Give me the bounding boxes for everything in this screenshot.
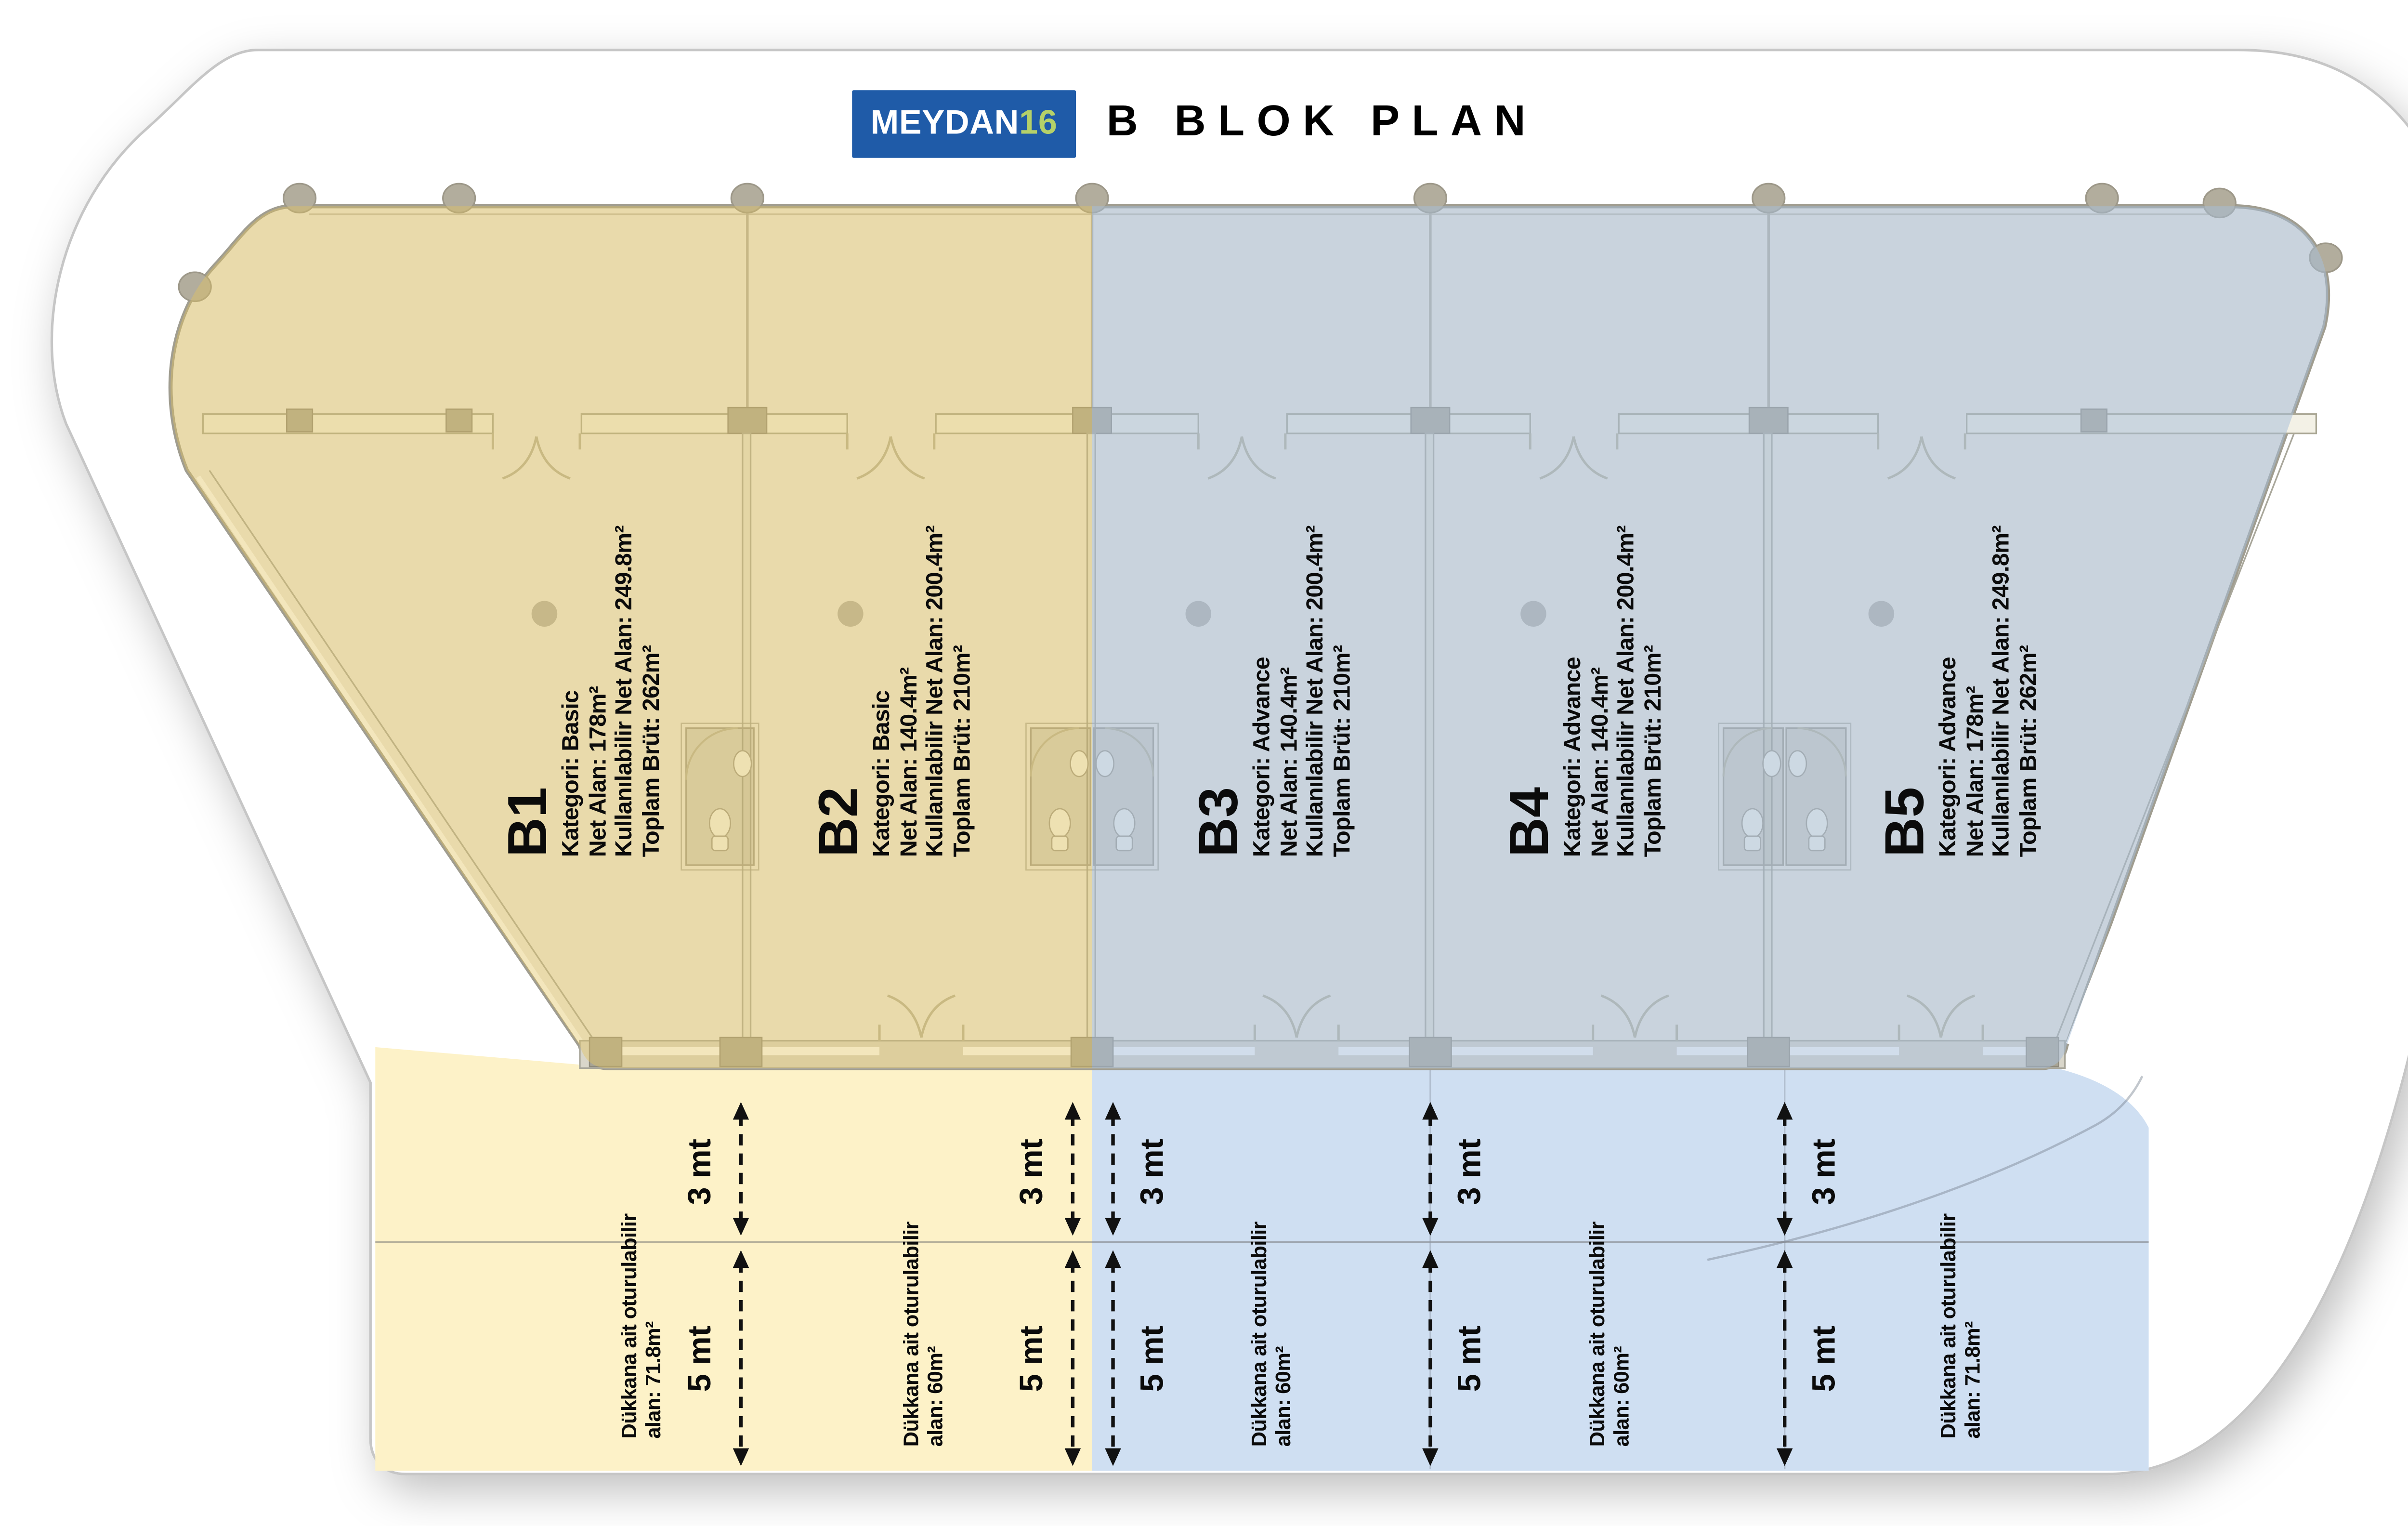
unit-net-alan: Net Alan: 178m² — [1963, 686, 1989, 857]
apron-curb-curve — [1707, 1076, 2144, 1261]
dimension-lines — [733, 1102, 1793, 1466]
apron-label-b3: Dükkana ait oturulabilir alan: 60m² — [1247, 1222, 1295, 1447]
dim-3mt-b3b4: 3 mt — [1453, 1139, 1489, 1205]
apron-line2: alan: 71.8m² — [641, 1321, 666, 1439]
unit-net-alan: Net Alan: 140.4m² — [1276, 667, 1303, 857]
apron-line2: alan: 60m² — [1609, 1346, 1634, 1447]
wc-b1 — [681, 723, 759, 871]
unit-kullanilabilir-net-alan: Kullanılabilir Net Alan: 249.8m² — [612, 525, 638, 857]
apron-label-b5: Dükkana ait oturulabilir alan: 71.8m² — [1936, 1213, 1984, 1438]
unit-label-b2: B2 Kategori: Basic Net Alan: 140.4m² Kul… — [808, 525, 976, 857]
dim-5mt-b3b4: 5 mt — [1453, 1326, 1489, 1392]
meydan16-logo: MEYDAN16 — [852, 90, 1076, 158]
apron-basic-area — [375, 1047, 1092, 1471]
unit-id: B5 — [1874, 787, 1937, 857]
unit-id: B2 — [808, 787, 870, 857]
unit-kategori: Kategori: Basic — [559, 690, 585, 857]
unit-kullanilabilir-net-alan: Kullanılabilir Net Alan: 249.8m² — [1989, 525, 2015, 857]
page-title: B BLOK PLAN — [1106, 96, 1538, 145]
unit-toplam-brut: Toplam Brüt: 210m² — [949, 645, 976, 857]
apron-advance-area — [1092, 1066, 2149, 1471]
unit-id: B4 — [1499, 787, 1561, 857]
unit-label-b5: B5 Kategori: Advance Net Alan: 178m² Kul… — [1874, 525, 2042, 857]
dim-line-b3-b4 — [1422, 1102, 1439, 1466]
dim-5mt-b1b2: 5 mt — [683, 1326, 719, 1392]
unit-label-b3: B3 Kategori: Advance Net Alan: 140.4m² K… — [1189, 525, 1356, 857]
unit-kategori: Kategori: Advance — [1250, 657, 1276, 857]
unit-label-b1: B1 Kategori: Basic Net Alan: 178m² Kulla… — [497, 525, 665, 857]
dim-5mt-b2b3-right: 5 mt — [1135, 1326, 1171, 1392]
unit-label-b4: B4 Kategori: Advance Net Alan: 140.4m² K… — [1499, 525, 1667, 857]
unit-toplam-brut: Toplam Brüt: 210m² — [1640, 645, 1666, 857]
unit-kategori: Kategori: Advance — [1936, 657, 1962, 857]
apron-line1: Dükkana ait oturulabilir — [899, 1222, 923, 1447]
dim-line-b2-b3-right — [1105, 1102, 1121, 1466]
apron-label-b1: Dükkana ait oturulabilir alan: 71.8m² — [617, 1213, 665, 1438]
unit-kullanilabilir-net-alan: Kullanılabilir Net Alan: 200.4m² — [1614, 525, 1640, 857]
dim-3mt-b2b3-right: 3 mt — [1135, 1139, 1171, 1205]
apron-line1: Dükkana ait oturulabilir — [1584, 1222, 1610, 1447]
dim-5mt-b4b5: 5 mt — [1807, 1326, 1843, 1392]
apron-label-b2: Dükkana ait oturulabilir alan: 60m² — [899, 1222, 947, 1447]
unit-kategori: Kategori: Basic — [870, 690, 896, 857]
dim-3mt-b4b5: 3 mt — [1807, 1139, 1843, 1205]
dim-line-b2-b3-left — [1064, 1102, 1081, 1466]
logo-text-accent: 16 — [1019, 105, 1058, 142]
dim-5mt-b2b3-left: 5 mt — [1015, 1326, 1050, 1392]
unit-kategori: Kategori: Advance — [1560, 657, 1587, 857]
unit-net-alan: Net Alan: 178m² — [585, 686, 612, 857]
apron-line1: Dükkana ait oturulabilir — [616, 1213, 641, 1439]
unit-toplam-brut: Toplam Brüt: 262m² — [639, 645, 665, 857]
apron-line2: alan: 60m² — [923, 1346, 947, 1447]
dim-line-b4-b5 — [1776, 1102, 1793, 1466]
apron-label-b4: Dükkana ait oturulabilir alan: 60m² — [1585, 1222, 1633, 1447]
facade-columns — [178, 183, 2343, 303]
apron-line1: Dükkana ait oturulabilir — [1936, 1213, 1961, 1439]
unit-kullanilabilir-net-alan: Kullanılabilir Net Alan: 200.4m² — [1303, 525, 1329, 857]
dim-3mt-b2b3-left: 3 mt — [1015, 1139, 1050, 1205]
unit-kullanilabilir-net-alan: Kullanılabilir Net Alan: 200.4m² — [923, 525, 949, 857]
logo-text-primary: MEYDAN — [870, 105, 1020, 142]
unit-toplam-brut: Toplam Brüt: 262m² — [2015, 645, 2042, 857]
unit-id: B3 — [1189, 787, 1250, 857]
unit-net-alan: Net Alan: 140.4m² — [1587, 667, 1613, 857]
apron-line2: alan: 71.8m² — [1960, 1321, 1985, 1439]
unit-toplam-brut: Toplam Brüt: 210m² — [1329, 645, 1356, 857]
unit-net-alan: Net Alan: 140.4m² — [896, 667, 922, 857]
edge-glazing — [196, 421, 2312, 1049]
dim-3mt-b1b2: 3 mt — [683, 1139, 719, 1205]
apron-line2: alan: 60m² — [1270, 1346, 1295, 1447]
dim-line-b1-b2 — [733, 1102, 749, 1466]
apron-line1: Dükkana ait oturulabilir — [1246, 1222, 1271, 1447]
unit-id: B1 — [497, 787, 559, 857]
logo-text: MEYDAN16 — [871, 105, 1058, 143]
